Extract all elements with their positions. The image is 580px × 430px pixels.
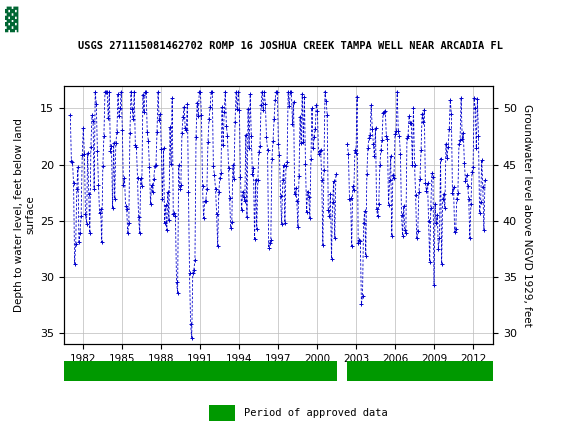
Bar: [209, 405, 235, 421]
Y-axis label: Depth to water level, feet below land
surface: Depth to water level, feet below land su…: [14, 118, 36, 312]
Bar: [347, 361, 493, 381]
Bar: [64, 361, 337, 381]
Text: USGS 271115081462702 ROMP 16 JOSHUA CREEK TAMPA WELL NEAR ARCADIA FL: USGS 271115081462702 ROMP 16 JOSHUA CREE…: [78, 41, 502, 51]
Text: Period of approved data: Period of approved data: [244, 408, 387, 418]
Y-axis label: Groundwater level above NGVD 1929, feet: Groundwater level above NGVD 1929, feet: [523, 104, 532, 326]
Text: USGS: USGS: [26, 12, 73, 27]
Text: ▓: ▓: [5, 6, 18, 32]
FancyBboxPatch shape: [3, 3, 58, 36]
